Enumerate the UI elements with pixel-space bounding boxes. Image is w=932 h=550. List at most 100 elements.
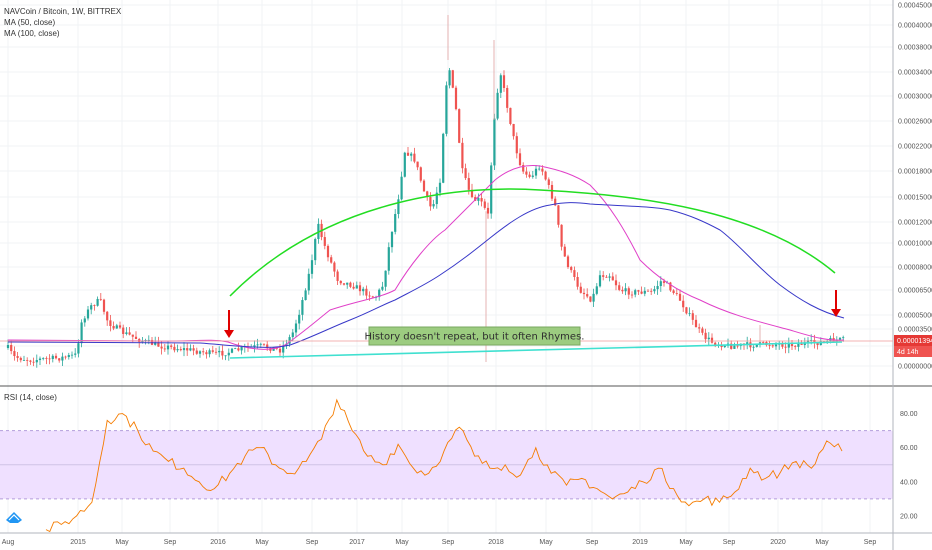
candle-body: [438, 182, 442, 193]
candle-body: [90, 305, 93, 310]
candle-body: [435, 192, 438, 205]
candle-body: [227, 352, 230, 356]
candle-body: [640, 291, 643, 294]
chart-title: NAVCoin / Bitcoin, 1W, BITTREX: [4, 7, 122, 16]
y-tick-label: 0.00010000: [898, 241, 932, 248]
candle-body: [397, 199, 400, 215]
candle-body: [688, 313, 691, 315]
candle-body: [525, 171, 528, 175]
candle-body: [550, 184, 554, 199]
x-tick-label: May: [255, 539, 269, 546]
candle-body: [240, 346, 243, 351]
x-tick-label: Sep: [442, 539, 455, 546]
candle-body: [154, 342, 157, 345]
candle-body: [816, 343, 819, 346]
y-tick-label: 0.00015000: [898, 195, 932, 202]
candle-body: [483, 201, 486, 208]
candle-body: [595, 286, 598, 294]
rsi-legend: RSI (14, close): [4, 393, 57, 402]
candle-body: [224, 355, 227, 357]
candle-body: [141, 341, 144, 343]
candle-body: [451, 70, 454, 88]
candle-body: [787, 343, 790, 348]
candle-body: [35, 360, 38, 363]
candle-body: [122, 327, 125, 334]
x-tick-label: Sep: [164, 539, 177, 546]
y-tick-label: 0.00008000: [898, 265, 932, 272]
candle-body: [134, 336, 138, 340]
candle-body: [45, 358, 48, 359]
candle-body: [38, 358, 42, 361]
candle-body: [182, 348, 186, 351]
candle-body: [266, 344, 269, 349]
candle-body: [781, 343, 784, 347]
candle-body: [291, 332, 294, 338]
candle-body: [672, 290, 675, 293]
candle-body: [698, 327, 701, 329]
candle-body: [637, 290, 640, 292]
candle-body: [330, 257, 333, 263]
candle-body: [614, 280, 618, 286]
rsi-tick-label: 60.00: [900, 445, 918, 452]
candle-body: [179, 349, 182, 351]
annotation-text: History doesn't repeat, but it often Rhy…: [365, 332, 585, 343]
candle-body: [842, 337, 845, 339]
candle-body: [19, 357, 22, 361]
candle-body: [336, 271, 339, 281]
y-tick-label: 0.00045000: [898, 3, 932, 10]
candle-body: [813, 339, 816, 344]
candle-body: [358, 285, 362, 292]
candle-body: [675, 292, 678, 294]
x-tick-label: 2018: [488, 539, 504, 546]
candle-body: [64, 356, 67, 358]
candle-body: [534, 168, 538, 176]
candle-body: [573, 270, 576, 277]
candle-body: [554, 198, 557, 206]
candle-body: [189, 348, 192, 351]
y-tick-label: 0.00003500: [898, 327, 932, 334]
candle-body: [736, 345, 739, 347]
candle-body: [83, 318, 86, 323]
candle-body: [339, 280, 342, 284]
candle-body: [32, 361, 35, 363]
rsi-tick-label: 20.00: [900, 513, 918, 520]
candle-body: [106, 311, 109, 321]
candle-body: [86, 309, 90, 319]
candle-body: [602, 275, 605, 277]
candle-body: [592, 293, 595, 302]
y-tick-label: 0.00026000: [898, 119, 932, 126]
ma50-line: [7, 165, 845, 350]
candle-body: [589, 296, 592, 302]
candle-body: [771, 345, 774, 347]
candle-body: [566, 256, 570, 268]
candle-body: [621, 289, 624, 292]
candle-body: [214, 351, 218, 353]
candle-body: [253, 345, 256, 347]
candle-body: [733, 345, 736, 349]
candle-body: [58, 358, 61, 361]
candle-body: [643, 290, 646, 294]
candle-body: [237, 348, 240, 351]
candle-body: [746, 342, 749, 345]
candle-body: [310, 260, 314, 274]
candle-body: [406, 152, 410, 156]
arrow-right-head: [831, 309, 841, 317]
candle-body: [579, 286, 582, 293]
candle-body: [205, 352, 208, 355]
candle-body: [234, 348, 237, 350]
candle-body: [54, 355, 58, 359]
candle-body: [499, 75, 502, 93]
candle-body: [61, 356, 64, 361]
candle-body: [694, 319, 698, 328]
candle-body: [762, 342, 765, 343]
x-tick-label: May: [115, 539, 129, 546]
candle-body: [634, 290, 637, 295]
y-tick-label: 0.00006500: [898, 288, 932, 295]
candle-body: [163, 348, 166, 350]
candle-body: [576, 276, 579, 287]
candle-body: [378, 289, 381, 298]
candle-body: [282, 345, 285, 353]
candle-body: [362, 288, 365, 292]
candle-body: [570, 267, 573, 271]
candle-body: [346, 282, 349, 285]
